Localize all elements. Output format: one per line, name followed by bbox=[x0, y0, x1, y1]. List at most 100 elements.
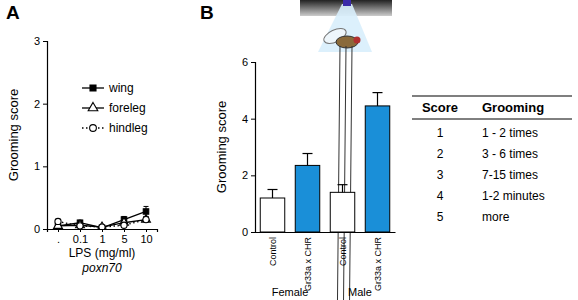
tick-label: 3 bbox=[34, 35, 40, 47]
y-axis-title: Grooming score bbox=[214, 101, 229, 193]
tick: Gr33a x CHR bbox=[373, 232, 383, 291]
tick: 2 bbox=[34, 98, 47, 110]
table-cell: 1 - 2 times bbox=[482, 126, 538, 140]
table-header: Score bbox=[422, 100, 458, 115]
error-bar bbox=[268, 190, 278, 199]
tick-mark bbox=[251, 62, 255, 63]
marker bbox=[142, 214, 151, 222]
error-bar bbox=[373, 93, 383, 106]
error-bar bbox=[303, 154, 313, 166]
tick-label: 1 bbox=[99, 233, 105, 245]
table-cell: 2 bbox=[437, 147, 444, 161]
figure-svg: 0123.0.11510wingforeleghindlegLPS (mg/ml… bbox=[0, 0, 578, 300]
group-label: Male bbox=[348, 286, 372, 298]
tick-label: 2 bbox=[34, 98, 40, 110]
legend-marker bbox=[90, 85, 96, 91]
panel-label: A bbox=[6, 2, 20, 23]
marker bbox=[143, 209, 148, 214]
marker bbox=[77, 223, 83, 229]
tick: 4 bbox=[242, 113, 255, 125]
tick: 3 bbox=[34, 35, 47, 47]
fly-eye bbox=[354, 37, 361, 44]
marker bbox=[99, 224, 105, 229]
fly-leg bbox=[349, 46, 352, 300]
marker bbox=[55, 218, 61, 224]
fly-illustration bbox=[300, 0, 392, 300]
error-line bbox=[377, 93, 378, 106]
error-bar bbox=[144, 216, 149, 222]
tick-mark bbox=[146, 229, 147, 232]
figure: 0123.0.11510wingforeleghindlegLPS (mg/ml… bbox=[0, 0, 578, 300]
y-axis-title: Grooming score bbox=[6, 89, 21, 181]
y-axis: 0 2 4 6 bbox=[242, 56, 256, 238]
tick: . bbox=[57, 229, 60, 245]
tick-label: 10 bbox=[140, 233, 152, 245]
tick-label: 0.1 bbox=[73, 233, 88, 245]
tick: 0 bbox=[242, 226, 255, 238]
table-header: Grooming bbox=[482, 100, 544, 115]
plot-area bbox=[54, 206, 151, 229]
bar bbox=[295, 165, 320, 232]
tick-mark bbox=[251, 232, 255, 233]
tick: Control bbox=[338, 232, 348, 266]
marker bbox=[99, 225, 104, 229]
tick-label: 6 bbox=[242, 56, 248, 68]
group-label: Female bbox=[272, 286, 309, 298]
axis-line bbox=[256, 232, 396, 233]
tick: 5 bbox=[121, 229, 127, 245]
table-cell: 5 bbox=[437, 210, 444, 224]
tick: 1 bbox=[34, 160, 47, 172]
x-axis: Control Gr33a x CHR Control Gr33a x CHR bbox=[256, 232, 396, 291]
error-bar bbox=[144, 216, 149, 222]
legend-marker bbox=[88, 102, 98, 110]
legend-label: foreleg bbox=[109, 101, 146, 115]
tick-mark bbox=[251, 175, 255, 176]
tick: 0 bbox=[34, 223, 47, 235]
table-cell: 1 bbox=[437, 126, 444, 140]
table-cell: more bbox=[482, 210, 510, 224]
table-rule bbox=[412, 119, 572, 120]
legend-label: hindleg bbox=[109, 121, 148, 135]
table-cell: 1-2 minutes bbox=[482, 189, 545, 203]
error-bar bbox=[338, 185, 348, 193]
error-line bbox=[342, 185, 343, 193]
marker bbox=[98, 222, 107, 229]
tick-label: 4 bbox=[242, 113, 248, 125]
error-cap bbox=[144, 206, 149, 207]
tick-mark bbox=[43, 104, 47, 105]
tick-label: Control bbox=[338, 237, 348, 266]
error-cap bbox=[338, 184, 348, 185]
tick-label: Gr33a x CHR bbox=[373, 237, 383, 292]
legend-marker bbox=[90, 125, 97, 132]
tick-mark bbox=[124, 229, 125, 232]
marker bbox=[121, 222, 127, 228]
tick-label: 0 bbox=[34, 223, 40, 235]
tick: Gr33a x CHR bbox=[303, 232, 313, 291]
score-table: ScoreGrooming11 - 2 times23 - 6 times37-… bbox=[412, 96, 572, 224]
tick: 1 bbox=[99, 229, 105, 245]
tick-mark bbox=[58, 229, 59, 232]
tick-mark bbox=[251, 119, 255, 120]
error-cap bbox=[268, 189, 278, 190]
table-cell: 4 bbox=[437, 189, 444, 203]
error-line bbox=[272, 190, 273, 199]
axis-line bbox=[251, 63, 256, 233]
table-cell: 7-15 times bbox=[482, 168, 538, 182]
legend-item: foreleg bbox=[82, 101, 146, 115]
legend: wing foreleg hindleg bbox=[82, 81, 148, 135]
plot-area bbox=[260, 93, 390, 232]
legend-item: wing bbox=[82, 81, 134, 95]
tick-mark bbox=[43, 166, 47, 167]
bar bbox=[365, 106, 390, 232]
tick-mark bbox=[43, 41, 47, 42]
y-axis: 0 1 2 3 bbox=[34, 35, 48, 235]
bar bbox=[330, 192, 355, 232]
marker bbox=[143, 217, 149, 223]
error-cap bbox=[373, 92, 383, 93]
tick-label: Control bbox=[268, 237, 278, 266]
tick-label: 2 bbox=[242, 169, 248, 181]
tick: 10 bbox=[140, 229, 152, 245]
x-axis-title: LPS (mg/ml) bbox=[69, 246, 136, 260]
axis-line bbox=[43, 42, 48, 230]
legend-label: wing bbox=[108, 81, 134, 95]
